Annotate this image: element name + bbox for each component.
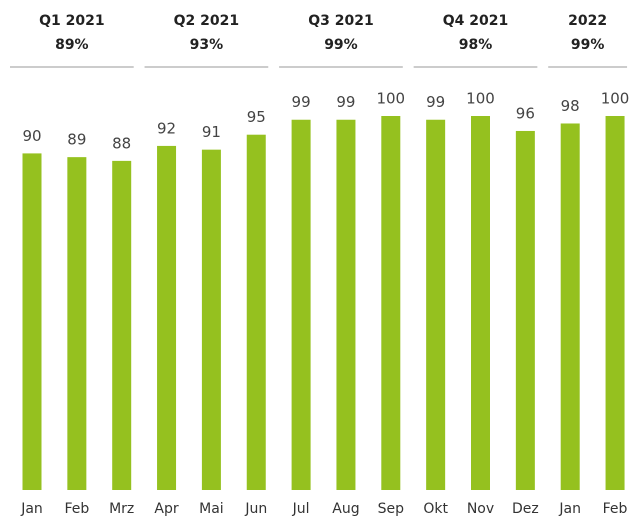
x-tick-label: Jul [292, 501, 310, 517]
value-label: 100 [376, 90, 405, 108]
bar [515, 130, 535, 490]
group-total: 89% [55, 37, 89, 53]
group-total: 99% [324, 37, 358, 53]
group-total: 98% [459, 37, 493, 53]
group-total: 99% [571, 37, 605, 53]
bar [22, 153, 42, 490]
group-title: Q4 2021 [443, 13, 508, 29]
value-label: 96 [516, 104, 535, 122]
bar [246, 134, 266, 490]
group-title: Q3 2021 [308, 13, 373, 29]
value-label: 88 [112, 134, 131, 152]
x-tick-label: Jan [558, 501, 581, 517]
x-tick-label: Dez [512, 501, 539, 517]
value-label: 92 [157, 119, 176, 137]
x-tick-label: Apr [154, 501, 178, 517]
x-tick-label: Okt [423, 501, 448, 517]
x-tick-label: Sep [378, 501, 405, 517]
value-label: 90 [22, 127, 41, 145]
value-label: 99 [292, 93, 311, 111]
value-label: 99 [426, 93, 445, 111]
value-label: 91 [202, 123, 221, 141]
bar [560, 123, 580, 490]
bar [605, 116, 625, 490]
group-title: 2022 [568, 13, 607, 29]
group-title: Q1 2021 [39, 13, 104, 29]
bar [67, 157, 87, 490]
value-label: 100 [601, 90, 630, 108]
x-tick-label: Mai [199, 501, 224, 517]
value-label: 95 [247, 108, 266, 126]
bar [426, 119, 446, 491]
bar [291, 119, 311, 491]
bar [157, 145, 177, 491]
x-tick-label: Feb [64, 501, 89, 517]
value-label: 99 [336, 93, 355, 111]
x-tick-label: Mrz [109, 501, 134, 517]
bar [112, 160, 132, 490]
x-tick-label: Feb [603, 501, 628, 517]
bar [471, 116, 490, 490]
bar [381, 116, 401, 490]
value-label: 100 [466, 90, 495, 108]
group-title: Q2 2021 [174, 13, 239, 29]
x-tick-label: Jun [244, 501, 267, 517]
x-tick-label: Aug [332, 501, 359, 517]
x-tick-label: Jan [20, 501, 43, 517]
bar [336, 119, 356, 491]
x-tick-label: Nov [467, 501, 494, 517]
bar [201, 149, 221, 490]
group-total: 93% [190, 37, 224, 53]
value-label: 98 [561, 97, 580, 115]
value-label: 89 [67, 131, 86, 149]
